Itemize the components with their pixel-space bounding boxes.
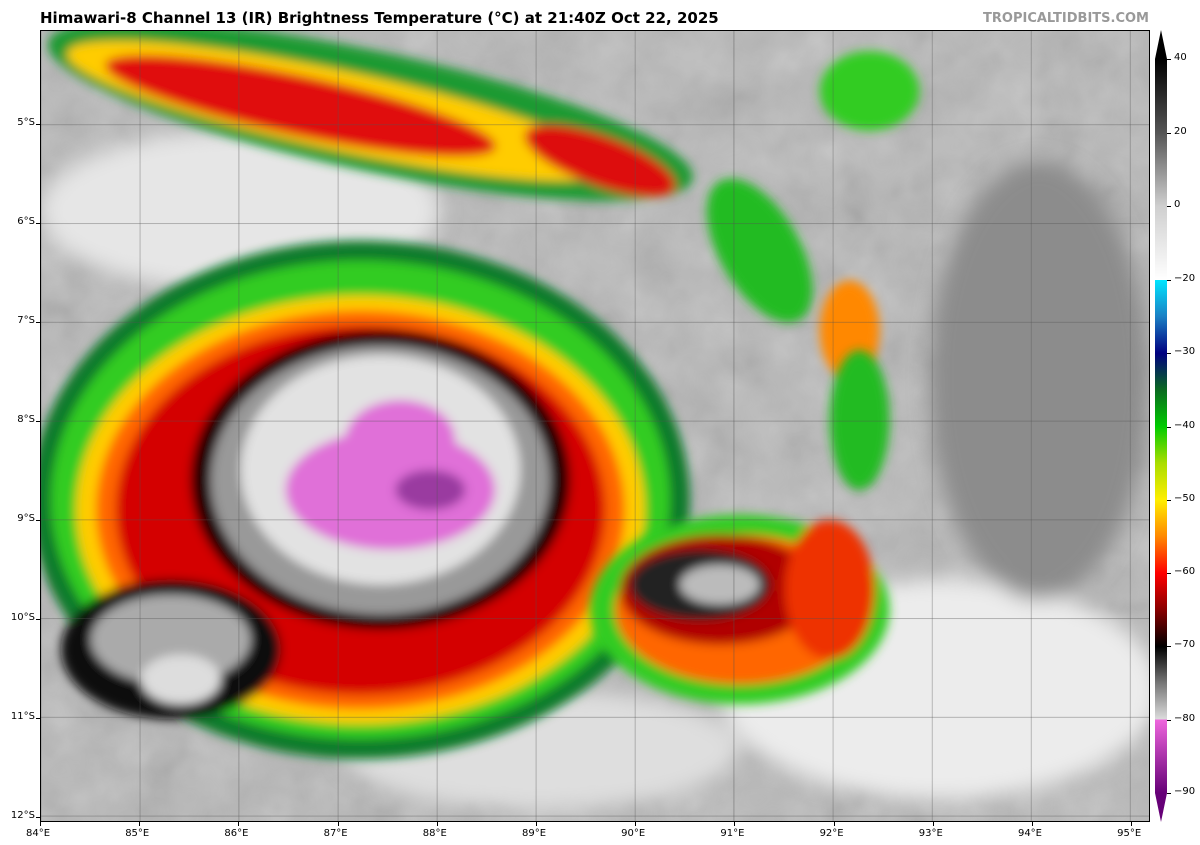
y-tick-mark bbox=[36, 322, 40, 324]
y-tick-mark bbox=[36, 619, 40, 621]
colorbar-tick-mark bbox=[1167, 793, 1171, 794]
x-tick-label: 93°E bbox=[918, 828, 943, 839]
x-tick-mark bbox=[932, 822, 934, 826]
eastern-cluster bbox=[590, 350, 890, 705]
x-tick-mark bbox=[139, 822, 141, 826]
colorbar-tick-label: −50 bbox=[1174, 492, 1196, 504]
y-tick-label: 10°S bbox=[10, 612, 35, 624]
colorbar-tick-label: −20 bbox=[1174, 273, 1196, 284]
y-tick-mark bbox=[36, 520, 40, 522]
y-tick-mark bbox=[36, 718, 40, 720]
x-tick-mark bbox=[337, 822, 339, 826]
x-tick-mark bbox=[535, 822, 537, 826]
y-tick-label: 12°S bbox=[10, 810, 35, 822]
x-tick-mark bbox=[635, 822, 637, 826]
colorbar-fill bbox=[1155, 59, 1167, 793]
y-tick-mark bbox=[36, 124, 40, 126]
colorbar-tick-mark bbox=[1167, 646, 1171, 648]
x-tick-label: 86°E bbox=[224, 828, 249, 839]
y-tick-label: 9°S bbox=[17, 513, 35, 525]
x-tick-label: 92°E bbox=[819, 828, 844, 839]
x-tick-label: 85°E bbox=[125, 828, 150, 839]
y-tick-mark bbox=[36, 223, 40, 225]
colorbar-tick-mark bbox=[1167, 353, 1171, 355]
y-tick-label: 6°S bbox=[17, 216, 35, 228]
y-tick-mark bbox=[36, 817, 40, 819]
x-tick-mark bbox=[734, 822, 736, 826]
colorbar-tick-label: 20 bbox=[1174, 125, 1187, 137]
satellite-map bbox=[40, 30, 1150, 822]
watermark: TROPICALTIDBITS.COM bbox=[983, 11, 1149, 26]
y-tick-label: 5°S bbox=[17, 117, 35, 129]
x-tick-mark bbox=[1131, 822, 1133, 826]
colorbar-tick-label: −40 bbox=[1174, 419, 1196, 431]
colorbar-tick-label: 0 bbox=[1174, 199, 1181, 211]
colorbar-tick-mark bbox=[1167, 573, 1171, 575]
x-tick-mark bbox=[1031, 822, 1033, 826]
colorbar-upper-arrow bbox=[1155, 30, 1167, 59]
colorbar-tick-mark bbox=[1167, 426, 1171, 428]
colorbar-tick-label: 40 bbox=[1174, 52, 1187, 63]
y-tick-label: 11°S bbox=[10, 711, 35, 723]
colorbar-tick-label: −70 bbox=[1174, 639, 1196, 651]
satellite-imagery bbox=[41, 31, 1149, 821]
main-storm bbox=[41, 240, 690, 760]
x-tick-label: 90°E bbox=[621, 828, 646, 839]
x-tick-label: 84°E bbox=[26, 828, 51, 839]
y-tick-label: 8°S bbox=[17, 414, 35, 426]
x-tick-mark bbox=[833, 822, 835, 826]
x-tick-mark bbox=[238, 822, 240, 826]
x-tick-mark bbox=[436, 822, 438, 826]
chart-title: Himawari-8 Channel 13 (IR) Brightness Te… bbox=[40, 9, 719, 27]
colorbar-tick-label: −30 bbox=[1174, 346, 1196, 358]
x-tick-label: 91°E bbox=[720, 828, 745, 839]
colorbar-tick-mark bbox=[1167, 132, 1171, 134]
colorbar-tick-mark bbox=[1167, 206, 1171, 208]
northern-cloud-band bbox=[47, 31, 920, 381]
x-tick-label: 89°E bbox=[521, 828, 547, 839]
y-tick-label: 7°S bbox=[17, 315, 35, 327]
colorbar-tick-mark bbox=[1167, 499, 1171, 501]
y-tick-mark bbox=[36, 421, 40, 423]
x-tick-label: 88°E bbox=[422, 828, 447, 839]
colorbar-tick-label: −60 bbox=[1174, 566, 1196, 578]
x-tick-mark bbox=[40, 822, 41, 826]
colorbar bbox=[1155, 30, 1167, 822]
colorbar-tick-label: −80 bbox=[1174, 712, 1196, 724]
colorbar-lower-arrow bbox=[1155, 793, 1167, 822]
colorbar-tick-mark bbox=[1167, 719, 1171, 721]
x-tick-label: 94°E bbox=[1017, 828, 1042, 839]
colorbar-tick-label: −90 bbox=[1174, 786, 1196, 797]
colorbar-tick-mark bbox=[1167, 59, 1171, 60]
x-tick-label: 87°E bbox=[323, 828, 348, 839]
colorbar-tick-mark bbox=[1167, 280, 1171, 281]
x-tick-label: 95°E bbox=[1117, 828, 1142, 839]
